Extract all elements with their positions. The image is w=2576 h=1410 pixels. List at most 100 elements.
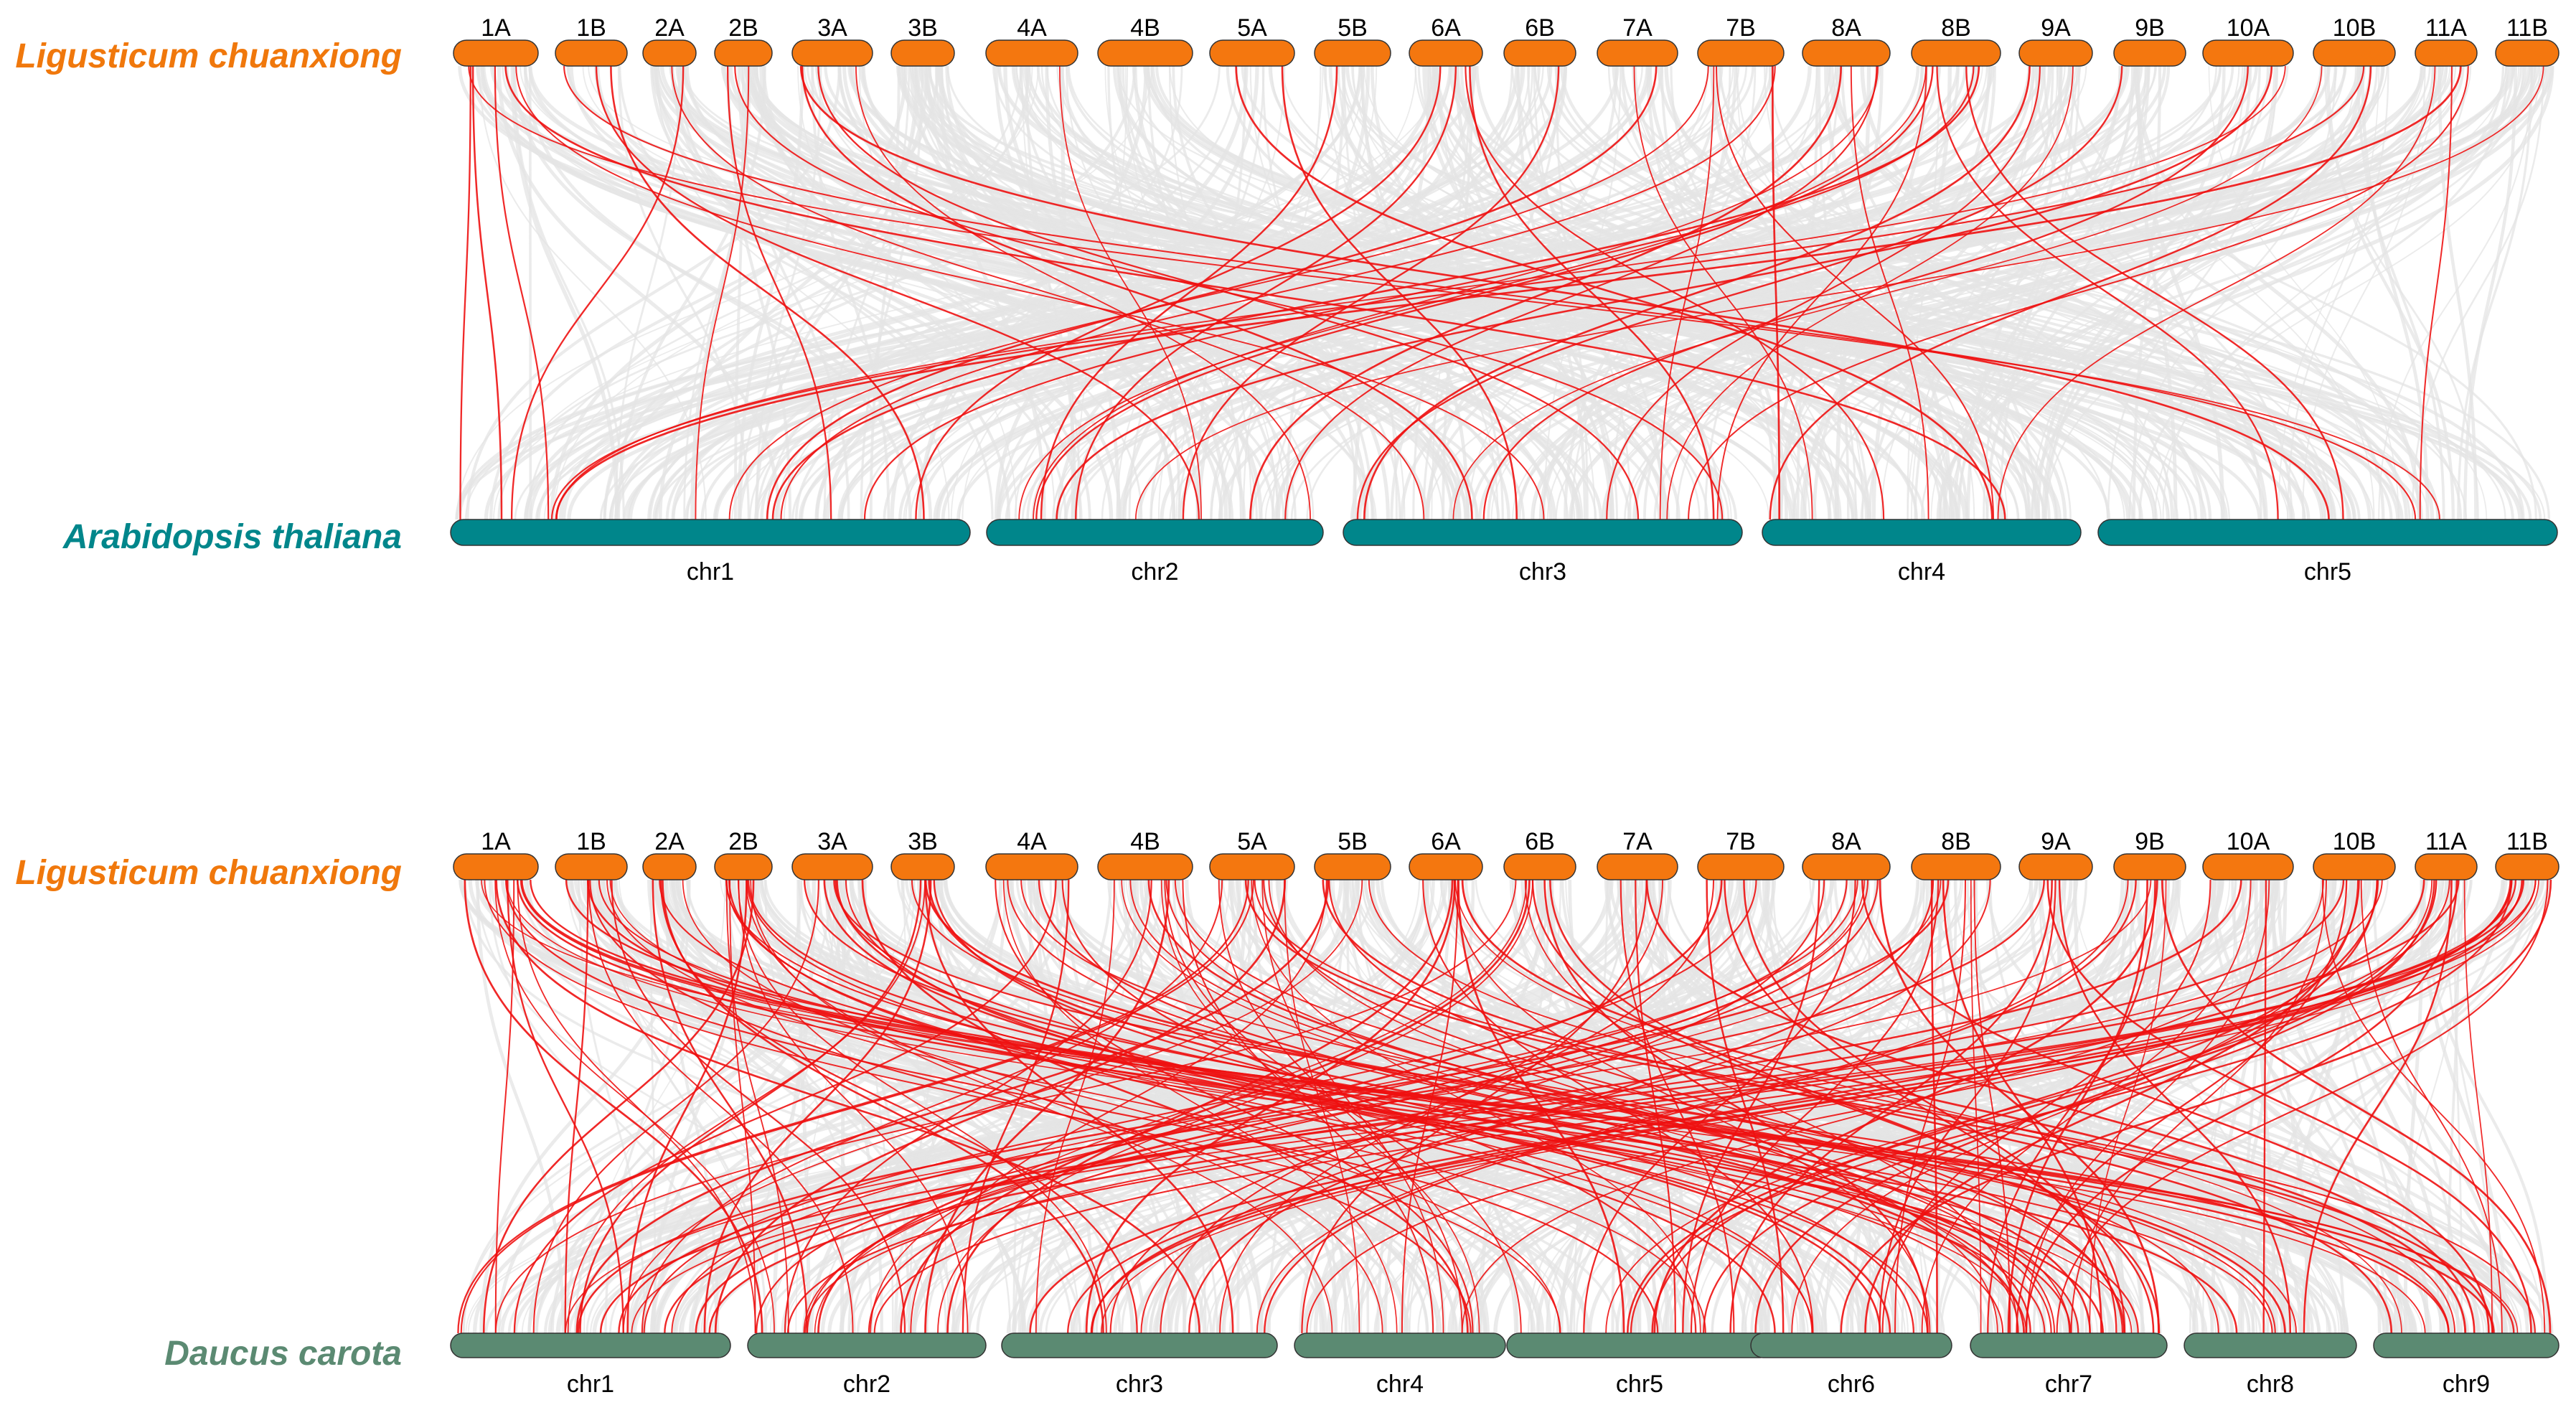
chromosome-label-7b: 7B	[1726, 828, 1756, 855]
chromosome-bar-chr5	[2097, 519, 2558, 546]
background-link	[797, 65, 1017, 520]
highlight-link	[1465, 65, 1885, 520]
highlight-link	[910, 879, 1327, 1334]
background-link	[1827, 65, 2435, 520]
background-link	[738, 65, 921, 520]
highlight-link	[1461, 879, 2467, 1334]
highlight-link	[610, 65, 925, 520]
chromosome-label-1a: 1A	[481, 14, 511, 42]
background-link	[1059, 65, 2508, 520]
background-link	[521, 879, 2031, 1334]
background-link	[1264, 65, 2388, 520]
background-link	[2044, 65, 2279, 520]
chromosome-bar-11b	[2495, 39, 2559, 67]
highlight-link	[1531, 879, 2161, 1334]
background-link	[1547, 879, 1790, 1334]
chromosome-label-8b: 8B	[1941, 14, 1971, 42]
highlight-link	[550, 65, 2365, 520]
background-link	[925, 879, 1429, 1334]
highlight-link	[833, 879, 2450, 1334]
chromosome-bar-1a	[453, 39, 539, 67]
chromosome-bar-8b	[1911, 853, 2001, 880]
highlight-link	[1160, 879, 1715, 1334]
chromosome-bar-chr8	[2184, 1333, 2357, 1358]
highlight-link	[516, 879, 2238, 1334]
background-link	[1560, 65, 2525, 520]
highlight-link	[807, 879, 1869, 1334]
chromosome-bar-11b	[2495, 853, 2559, 880]
highlight-link	[515, 65, 1545, 520]
chromosome-label-chr9: chr9	[2443, 1371, 2490, 1398]
background-link	[628, 65, 2072, 520]
chromosome-label-8a: 8A	[1831, 14, 1861, 42]
background-link	[481, 65, 1500, 520]
chromosome-label-11a: 11A	[2425, 14, 2467, 42]
highlight-link	[2016, 879, 2348, 1334]
background-link	[1271, 65, 1533, 520]
chromosome-bar-4a	[985, 39, 1078, 67]
bottom-chromosomes-group: chr1 chr2 chr3 chr4 chr5	[450, 519, 2558, 586]
chromosome-label-10a: 10A	[2227, 828, 2270, 855]
highlight-link	[513, 879, 1057, 1334]
highlight-link	[1264, 879, 2137, 1334]
highlight-link	[643, 879, 1757, 1334]
chromosome-label-1a: 1A	[481, 828, 511, 855]
chromosome-bar-chr2	[747, 1333, 987, 1358]
background-link	[1257, 879, 2177, 1334]
chromosome-label-7b: 7B	[1726, 14, 1756, 42]
background-link	[1779, 65, 1991, 520]
highlight-link	[1284, 65, 1878, 520]
highlight-link	[618, 879, 2045, 1334]
highlight-link	[1018, 65, 1927, 520]
background-link	[1139, 879, 1747, 1334]
highlight-link	[611, 879, 906, 1334]
background-link	[2463, 65, 2517, 520]
chromosome-bar-5a	[1209, 853, 1295, 880]
highlight-link	[555, 65, 2462, 520]
highlight-link	[1160, 879, 1480, 1334]
background-link	[2138, 65, 2509, 520]
highlight-link	[2046, 879, 2532, 1334]
background-link	[615, 65, 680, 520]
chromosome-label-7a: 7A	[1622, 14, 1653, 42]
background-link	[2237, 879, 2288, 1334]
background-link	[2132, 65, 2162, 520]
background-link	[2069, 65, 2537, 520]
chromosome-label-chr3: chr3	[1519, 558, 1566, 586]
background-link	[860, 65, 923, 520]
background-link	[1282, 65, 2230, 520]
chromosome-bar-11a	[2415, 853, 2478, 880]
highlight-link	[464, 879, 763, 1334]
chromosome-label-11a: 11A	[2425, 828, 2467, 855]
background-link	[659, 879, 1541, 1334]
background-link	[2378, 65, 2533, 520]
highlight-link	[738, 879, 1107, 1334]
background-link	[489, 879, 1589, 1334]
chromosome-bar-1a	[453, 853, 539, 880]
highlight-link	[1322, 879, 2393, 1334]
chromosome-bar-9b	[2113, 853, 2186, 880]
panel-lc-vs-arabidopsis: 1A 1B 2A 2B 3A 3B 4A 4B 5A 5B 6A 6B 7A 7B 8A 8B 9A 9B 10A 1…	[15, 14, 2559, 586]
chromosome-bar-2a	[642, 853, 697, 880]
highlight-link	[801, 65, 1473, 520]
chromosome-bar-chr1	[450, 519, 971, 546]
chromosome-label-1b: 1B	[576, 828, 606, 855]
background-link	[1517, 65, 2338, 520]
chromosome-bar-5b	[1314, 853, 1391, 880]
highlight-link	[868, 879, 1879, 1334]
highlight-link	[1688, 65, 2469, 520]
background-link	[556, 879, 2039, 1334]
highlight-link	[1482, 65, 2249, 520]
background-link	[909, 65, 2374, 520]
background-link	[905, 65, 1734, 520]
highlight-link	[747, 879, 2072, 1334]
chromosome-bar-10a	[2202, 853, 2294, 880]
chromosome-label-chr2: chr2	[843, 1371, 890, 1398]
highlight-link	[728, 879, 1776, 1334]
background-link	[1235, 879, 1869, 1334]
background-link	[1333, 879, 1768, 1334]
highlight-link	[1690, 879, 1940, 1334]
chromosome-bar-2a	[642, 39, 697, 67]
background-link	[811, 65, 1670, 520]
